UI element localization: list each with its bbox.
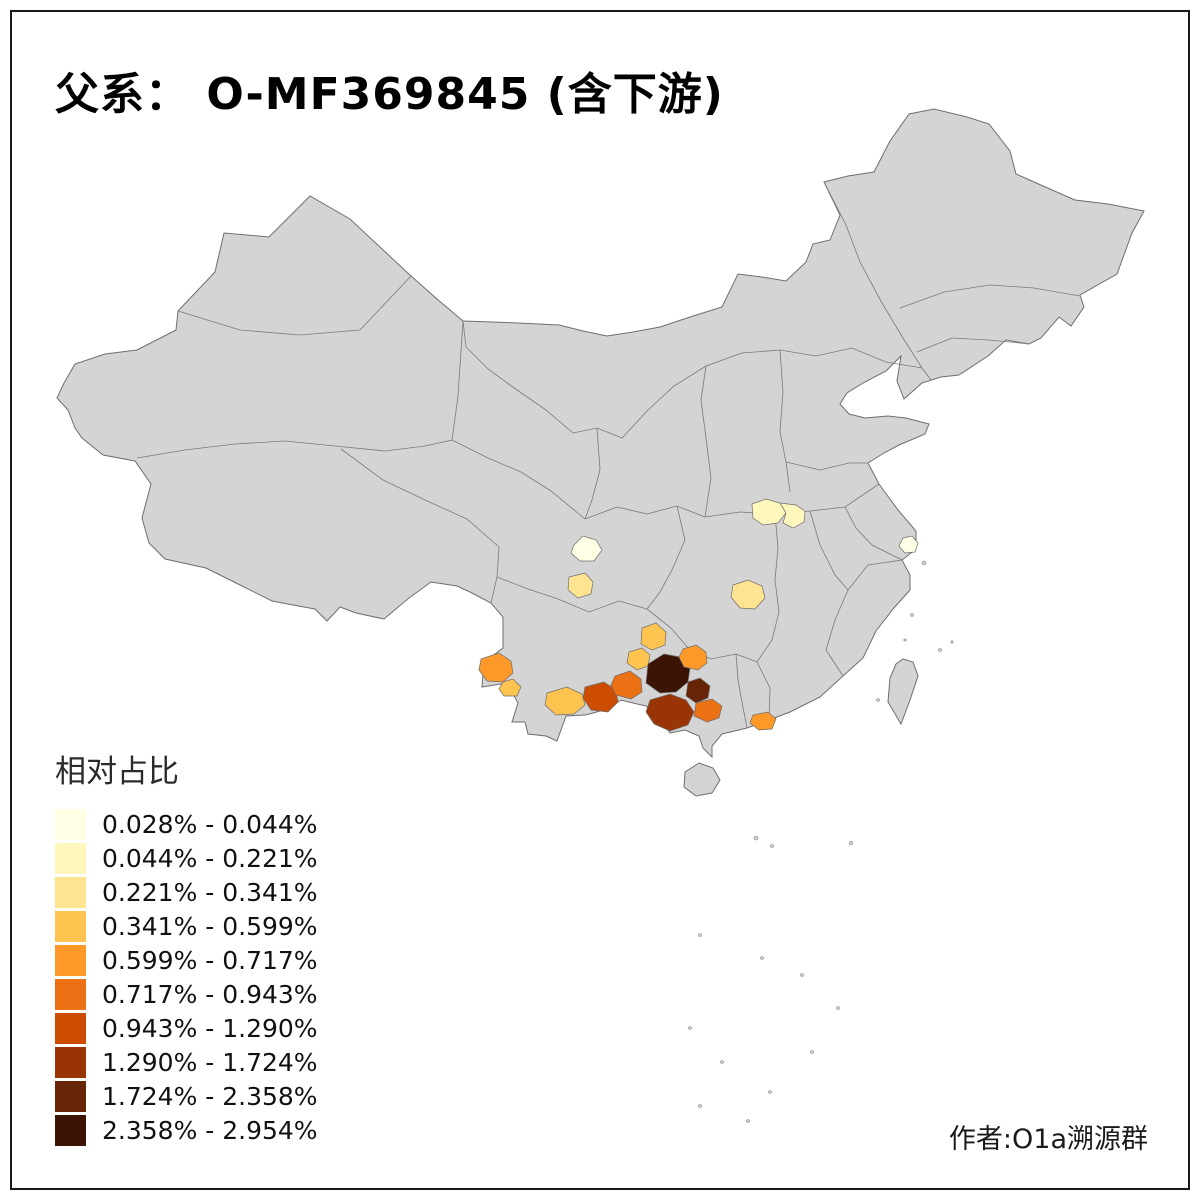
legend-swatch-rect <box>55 944 86 976</box>
map-region <box>498 678 522 697</box>
mainland-china <box>56 108 1145 759</box>
legend-label: 0.341% - 0.599% <box>102 911 318 941</box>
legend-item: 1.290% - 1.724% <box>55 1045 318 1079</box>
map-region <box>640 622 667 651</box>
legend-swatch-rect <box>55 842 86 874</box>
legend-swatch-rect <box>55 1114 86 1146</box>
author-credit: 作者:O1a溯源群 <box>948 1124 1148 1155</box>
legend-item: 0.028% - 0.044% <box>55 807 318 841</box>
map-legend: 相对占比 0.028% - 0.044% 0.044% - 0.221% 0.2… <box>55 746 318 1147</box>
map-region <box>693 698 723 723</box>
legend-label: 1.724% - 2.358% <box>102 1081 318 1111</box>
legend-item: 0.599% - 0.717% <box>55 943 318 977</box>
map-region <box>645 693 695 732</box>
legend-swatch-rect <box>55 1046 86 1078</box>
legend-swatch-rect <box>55 910 86 942</box>
legend-item: 2.358% - 2.954% <box>55 1113 318 1147</box>
legend-label: 0.044% - 0.221% <box>102 843 318 873</box>
legend-label: 0.943% - 1.290% <box>102 1013 318 1043</box>
legend-item: 1.724% - 2.358% <box>55 1079 318 1113</box>
taiwan-island <box>887 658 919 726</box>
legend-label: 2.358% - 2.954% <box>102 1115 318 1145</box>
map-region <box>749 711 777 731</box>
map-region <box>751 498 787 526</box>
page-title: 父系： O-MF369845 (含下游) <box>55 69 724 120</box>
legend-label: 0.221% - 0.341% <box>102 877 318 907</box>
map-region <box>610 670 643 700</box>
legend-title: 相对占比 <box>55 754 179 790</box>
map-region <box>544 686 586 716</box>
legend-swatch-rect <box>55 808 86 840</box>
legend-swatch-rect <box>55 1012 86 1044</box>
colored-regions <box>478 498 919 732</box>
legend-item: 0.943% - 1.290% <box>55 1011 318 1045</box>
map-region <box>898 535 919 554</box>
map-region <box>570 535 603 562</box>
legend-label: 0.717% - 0.943% <box>102 979 318 1009</box>
legend-swatch-rect <box>55 978 86 1010</box>
legend-label: 0.599% - 0.717% <box>102 945 318 975</box>
map-region <box>582 681 619 713</box>
legend-item: 0.717% - 0.943% <box>55 977 318 1011</box>
south-china-sea-islands <box>688 560 954 1123</box>
province-borders <box>136 181 1081 729</box>
legend-swatch-rect <box>55 1080 86 1112</box>
legend-item: 0.341% - 0.599% <box>55 909 318 943</box>
legend-item: 0.221% - 0.341% <box>55 875 318 909</box>
map-region <box>478 652 514 683</box>
legend-item: 0.044% - 0.221% <box>55 841 318 875</box>
map-region <box>685 677 711 704</box>
legend-label: 0.028% - 0.044% <box>102 809 318 839</box>
map-region <box>567 572 594 599</box>
hainan-island <box>683 762 721 797</box>
legend-swatch-rect <box>55 876 86 908</box>
map-region <box>730 579 766 610</box>
map-region <box>779 502 806 529</box>
map-region <box>678 644 708 671</box>
legend-label: 1.290% - 1.724% <box>102 1047 318 1077</box>
